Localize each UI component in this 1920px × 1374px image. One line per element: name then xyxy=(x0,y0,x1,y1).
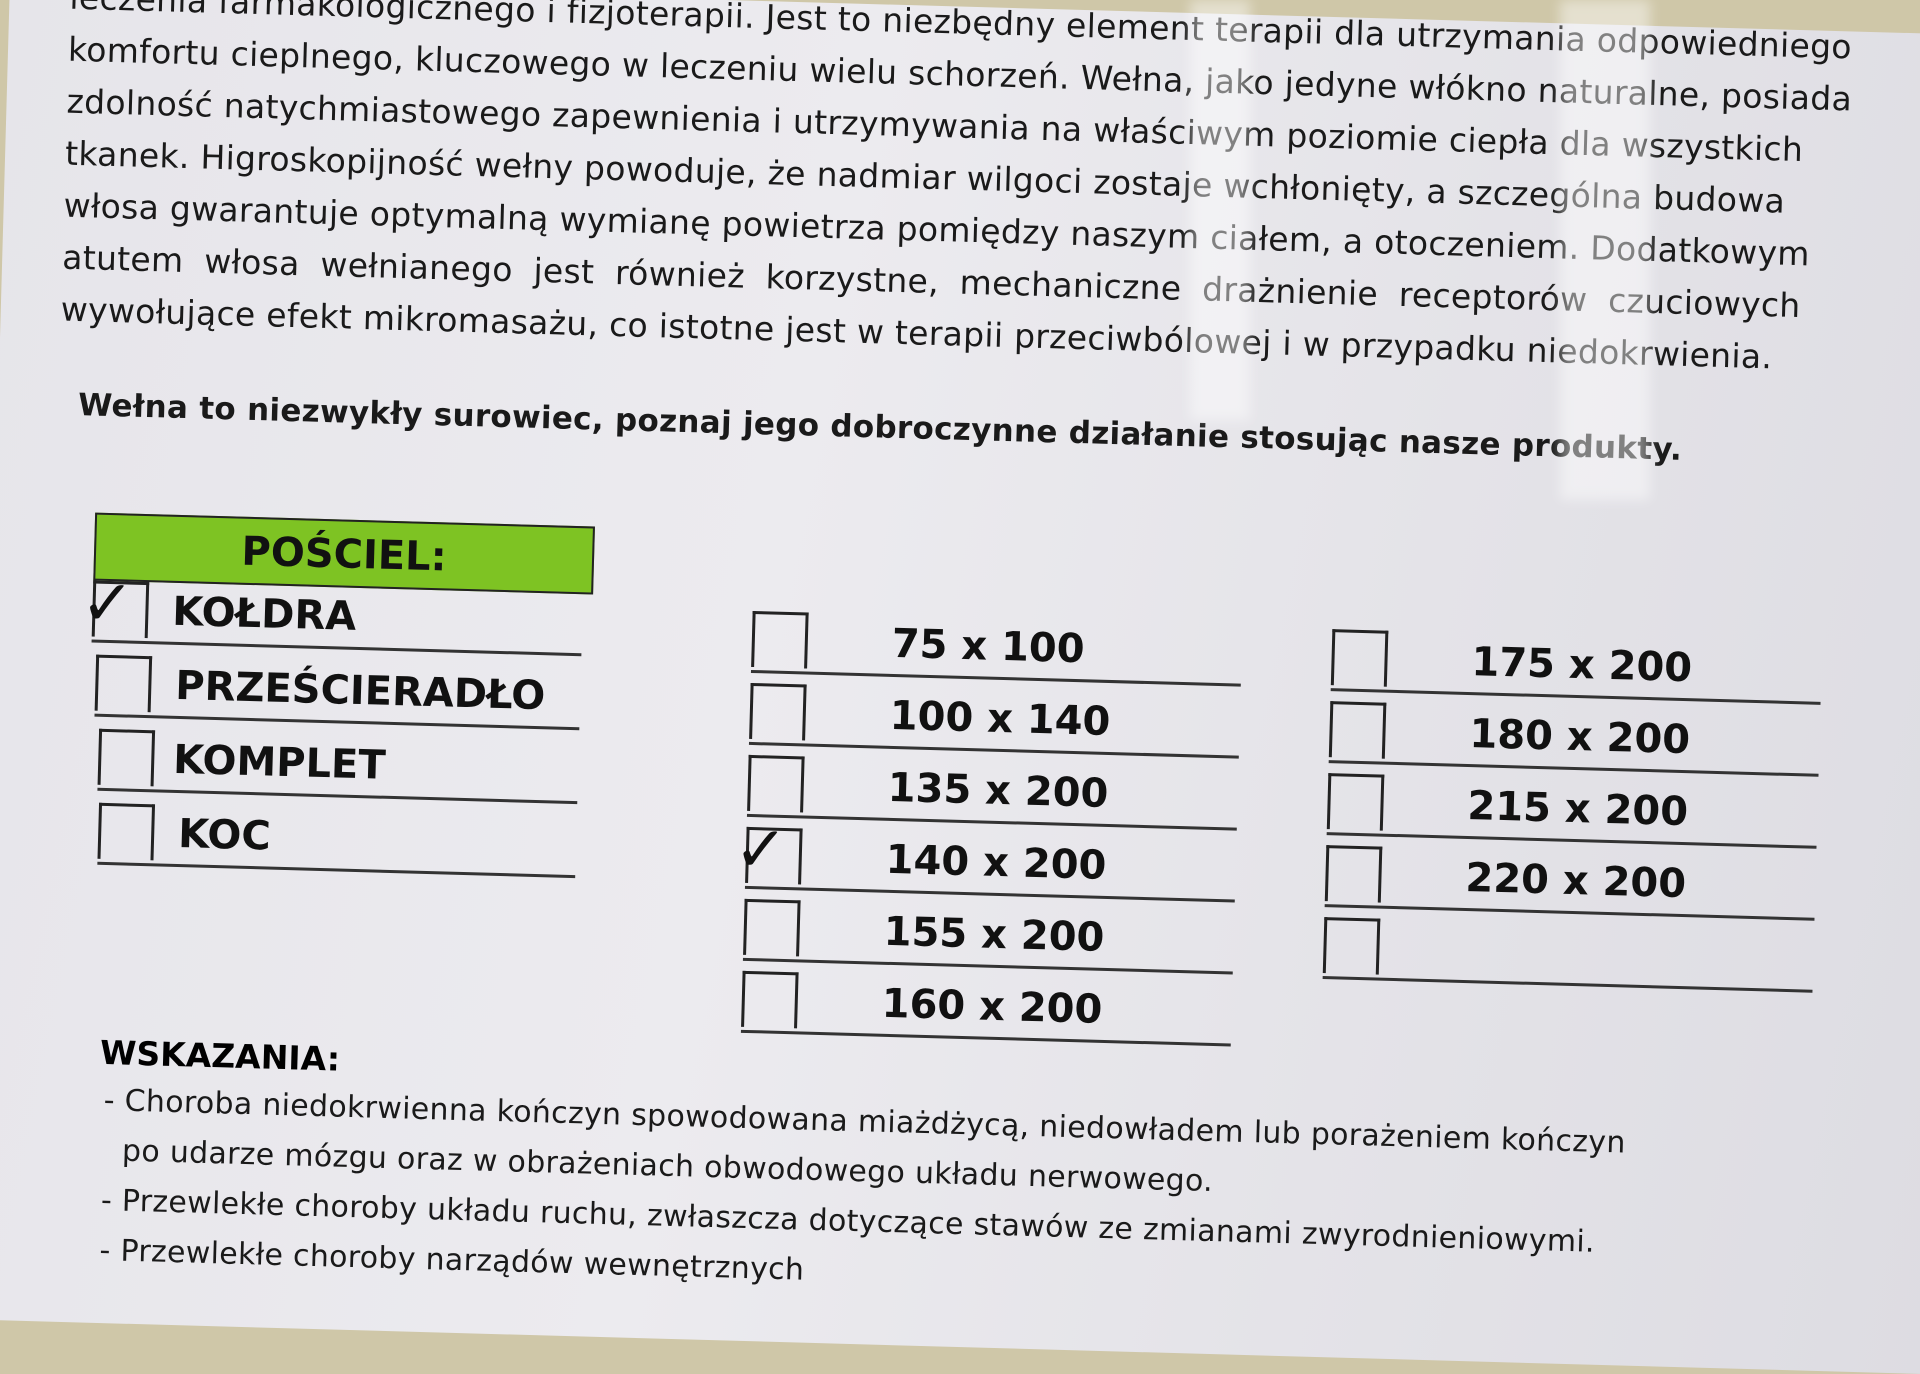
checkbox[interactable] xyxy=(747,754,805,813)
size-label: 155 x 200 xyxy=(883,908,1105,961)
check-mark-icon: ✓ xyxy=(79,566,136,642)
product-row-przescieradlo[interactable]: PRZEŚCIERADŁO xyxy=(94,654,582,731)
checkbox[interactable] xyxy=(1328,701,1387,759)
checkbox[interactable] xyxy=(751,610,809,669)
product-row-koc[interactable]: KOC xyxy=(97,802,577,879)
checkbox[interactable] xyxy=(1330,629,1389,687)
checkbox[interactable] xyxy=(1322,917,1381,975)
product-row-komplet[interactable]: KOMPLET xyxy=(97,728,579,805)
size-label: 100 x 140 xyxy=(889,692,1112,746)
size-label: 75 x 100 xyxy=(891,620,1086,673)
product-label: PRZEŚCIERADŁO xyxy=(174,662,546,720)
size-label: 140 x 200 xyxy=(885,836,1107,889)
indications-title: WSKAZANIA: xyxy=(99,1032,341,1079)
size-row[interactable]: 180 x 200 xyxy=(1328,701,1821,777)
size-label: 180 x 200 xyxy=(1468,711,1691,764)
product-label: KOC xyxy=(177,811,272,860)
product-label: KOŁDRA xyxy=(171,588,357,640)
check-mark-icon: ✓ xyxy=(732,812,789,889)
checkbox[interactable] xyxy=(94,654,153,713)
size-row[interactable]: ✓ 140 x 200 xyxy=(733,813,1237,903)
size-row[interactable]: 220 x 200 xyxy=(1324,845,1817,921)
checkbox[interactable] xyxy=(741,970,799,1029)
size-row[interactable]: 155 x 200 xyxy=(742,898,1235,975)
size-label: 160 x 200 xyxy=(881,980,1103,1033)
size-row[interactable]: 175 x 200 xyxy=(1330,629,1823,705)
size-row[interactable]: 75 x 100 xyxy=(750,610,1243,687)
checkbox[interactable] xyxy=(1324,845,1383,903)
size-row[interactable]: 100 x 140 xyxy=(748,682,1241,759)
size-label: 215 x 200 xyxy=(1466,783,1689,836)
size-row[interactable]: 160 x 200 xyxy=(740,970,1233,1047)
product-label: KOMPLET xyxy=(172,736,387,789)
checkbox[interactable] xyxy=(1326,773,1385,831)
size-row[interactable]: 135 x 200 xyxy=(746,754,1239,831)
checkbox[interactable] xyxy=(743,898,801,957)
size-row[interactable]: 215 x 200 xyxy=(1326,773,1819,849)
size-label: 135 x 200 xyxy=(887,764,1109,817)
tagline: Wełna to niezwykły surowiec, poznaj jego… xyxy=(77,387,1683,468)
size-label: 220 x 200 xyxy=(1464,854,1687,908)
checkbox[interactable] xyxy=(749,682,807,741)
product-row-koldra[interactable]: ✓ KOŁDRA xyxy=(80,566,584,657)
size-row[interactable] xyxy=(1322,917,1815,993)
size-label: 175 x 200 xyxy=(1470,639,1693,692)
checkbox[interactable] xyxy=(97,728,156,787)
checkbox[interactable] xyxy=(97,802,156,861)
indication-line: - Przewlekłe choroby narządów wewnętrzny… xyxy=(99,1233,805,1288)
